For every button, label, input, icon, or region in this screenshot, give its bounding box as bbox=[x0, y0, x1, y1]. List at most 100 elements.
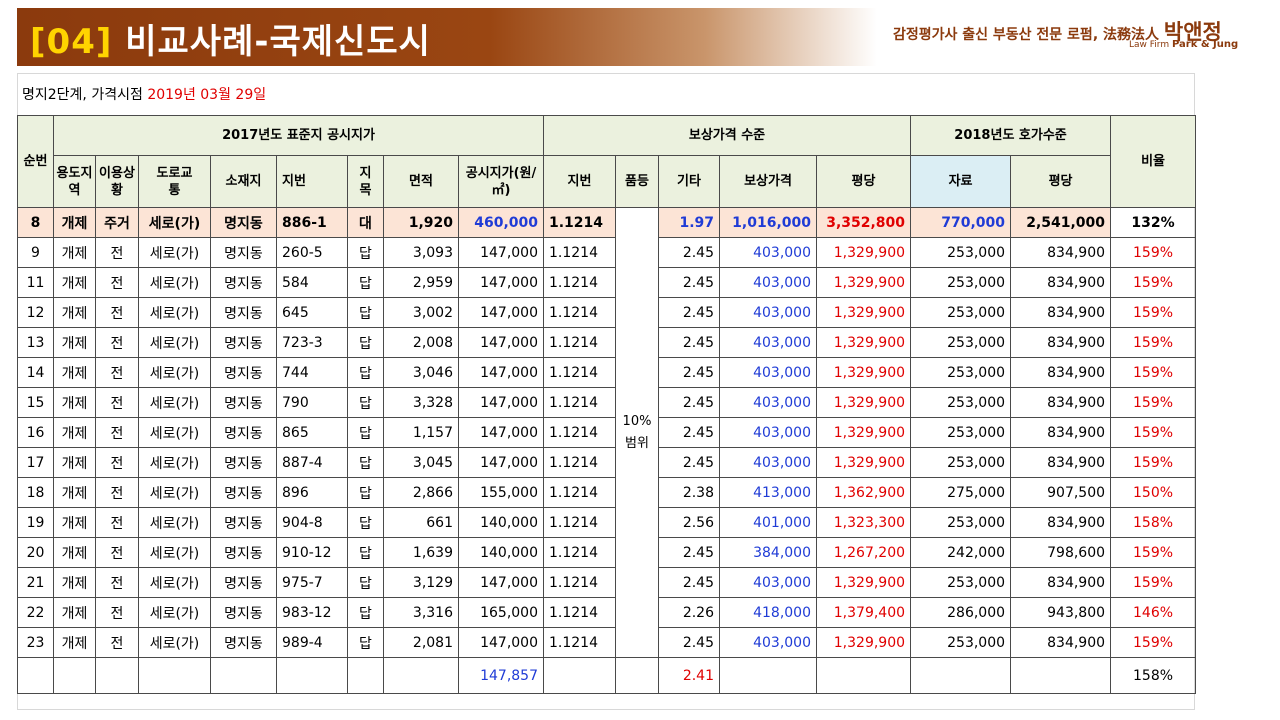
cell-ratio: 159% bbox=[1110, 447, 1197, 478]
cell-comp-price: 403,000 bbox=[719, 297, 817, 328]
header-land-category: 지목 bbox=[347, 155, 384, 208]
footer-cell bbox=[347, 657, 384, 694]
cell-area: 3,093 bbox=[383, 237, 459, 268]
cell-comp-lot: 1.1214 bbox=[543, 357, 616, 388]
cell-ask-pyeong: 834,900 bbox=[1010, 327, 1112, 358]
table-row: 23 개제 전 세로(가) 명지동 989-4 답 2,081 147,000 1.1214 2.4… bbox=[17, 627, 1197, 658]
page-title: [04] 비교사례-국제신도시 bbox=[30, 14, 431, 63]
header-seq: 순번 bbox=[17, 115, 54, 208]
cell-ask-pyeong: 943,800 bbox=[1010, 597, 1112, 628]
cell-data: 253,000 bbox=[910, 567, 1012, 598]
cell-grade-merged: 10%범위 bbox=[615, 207, 659, 658]
cell-comp-price: 403,000 bbox=[719, 327, 817, 358]
cell-area: 661 bbox=[383, 507, 459, 538]
cell-seq: 13 bbox=[17, 327, 54, 358]
header-location: 소재지 bbox=[210, 155, 277, 208]
cell-use: 전 bbox=[95, 267, 139, 298]
cell-lot: 904-8 bbox=[276, 507, 348, 538]
cell-seq: 14 bbox=[17, 357, 54, 388]
table-row: 21 개제 전 세로(가) 명지동 975-7 답 3,129 147,000 1.1214 2.4… bbox=[17, 567, 1197, 598]
cell-comp-lot: 1.1214 bbox=[543, 297, 616, 328]
cell-use: 전 bbox=[95, 237, 139, 268]
header-data: 자료 bbox=[910, 155, 1012, 208]
cell-data: 253,000 bbox=[910, 627, 1012, 658]
cell-land-category: 답 bbox=[347, 357, 384, 388]
cell-etc: 2.26 bbox=[658, 597, 720, 628]
header-comp-price: 보상가격 bbox=[719, 155, 817, 208]
cell-road: 세로(가) bbox=[138, 417, 211, 448]
cell-road: 세로(가) bbox=[138, 327, 211, 358]
cell-area: 1,639 bbox=[383, 537, 459, 568]
cell-seq: 17 bbox=[17, 447, 54, 478]
cell-ask-pyeong: 2,541,000 bbox=[1010, 207, 1112, 238]
cell-etc: 2.45 bbox=[658, 537, 720, 568]
cell-zone: 개제 bbox=[53, 387, 96, 418]
cell-comp-price: 403,000 bbox=[719, 627, 817, 658]
cell-land-category: 대 bbox=[347, 207, 384, 238]
cell-official-price: 147,000 bbox=[458, 627, 544, 658]
cell-zone: 개제 bbox=[53, 417, 96, 448]
cell-per-pyeong: 1,329,900 bbox=[815, 567, 912, 598]
header-asking-group: 2018년도 호가수준 bbox=[910, 115, 1112, 156]
cell-seq: 11 bbox=[17, 267, 54, 298]
header-ratio: 비율 bbox=[1110, 115, 1197, 208]
cell-comp-lot: 1.1214 bbox=[543, 447, 616, 478]
cell-etc: 2.38 bbox=[658, 477, 720, 508]
cell-area: 3,045 bbox=[383, 447, 459, 478]
table-row: 19 개제 전 세로(가) 명지동 904-8 답 661 140,000 1.1214 2.56 4… bbox=[17, 507, 1197, 538]
cell-ask-pyeong: 798,600 bbox=[1010, 537, 1112, 568]
cell-seq: 18 bbox=[17, 477, 54, 508]
cell-road: 세로(가) bbox=[138, 477, 211, 508]
cell-use: 전 bbox=[95, 537, 139, 568]
cell-zone: 개제 bbox=[53, 447, 96, 478]
cell-lot: 723-3 bbox=[276, 327, 348, 358]
cell-lot: 910-12 bbox=[276, 537, 348, 568]
cell-location: 명지동 bbox=[210, 237, 277, 268]
cell-location: 명지동 bbox=[210, 207, 277, 238]
cell-ask-pyeong: 834,900 bbox=[1010, 417, 1112, 448]
title-label: 비교사례-국제신도시 bbox=[125, 22, 431, 62]
cell-per-pyeong: 1,329,900 bbox=[815, 447, 912, 478]
cell-ask-pyeong: 907,500 bbox=[1010, 477, 1112, 508]
cell-road: 세로(가) bbox=[138, 357, 211, 388]
cell-comp-price: 384,000 bbox=[719, 537, 817, 568]
cell-location: 명지동 bbox=[210, 267, 277, 298]
cell-comp-price: 401,000 bbox=[719, 507, 817, 538]
cell-etc: 2.45 bbox=[658, 267, 720, 298]
firm-logo: 감정평가사 출신 부동산 전문 로펌, 法務法人 박앤정 Law Firm Pa… bbox=[893, 10, 1273, 60]
cell-area: 1,920 bbox=[383, 207, 459, 238]
cell-ratio: 158% bbox=[1110, 507, 1197, 538]
cell-per-pyeong: 3,352,800 bbox=[815, 207, 912, 238]
cell-zone: 개제 bbox=[53, 267, 96, 298]
table-row: 12 개제 전 세로(가) 명지동 645 답 3,002 147,000 1.1214 2.45 4… bbox=[17, 297, 1197, 328]
logo-subline: Law Firm Park & Jung bbox=[1129, 39, 1238, 50]
cell-location: 명지동 bbox=[210, 297, 277, 328]
title-number: [04] bbox=[30, 22, 113, 62]
footer-avg-price: 147,857 bbox=[458, 657, 544, 694]
cell-ratio: 132% bbox=[1110, 207, 1197, 238]
cell-seq: 22 bbox=[17, 597, 54, 628]
cell-per-pyeong: 1,329,900 bbox=[815, 417, 912, 448]
cell-ask-pyeong: 834,900 bbox=[1010, 267, 1112, 298]
cell-road: 세로(가) bbox=[138, 597, 211, 628]
cell-area: 3,316 bbox=[383, 597, 459, 628]
cell-road: 세로(가) bbox=[138, 387, 211, 418]
cell-official-price: 140,000 bbox=[458, 537, 544, 568]
cell-area: 2,081 bbox=[383, 627, 459, 658]
logo-firm-name: 박앤정 bbox=[1163, 20, 1222, 44]
cell-comp-price: 403,000 bbox=[719, 267, 817, 298]
cell-land-category: 답 bbox=[347, 237, 384, 268]
cell-area: 2,959 bbox=[383, 267, 459, 298]
cell-comp-price: 403,000 bbox=[719, 447, 817, 478]
cell-location: 명지동 bbox=[210, 417, 277, 448]
cell-ratio: 159% bbox=[1110, 387, 1197, 418]
header-per-pyeong: 평당 bbox=[815, 155, 912, 208]
table-row: 15 개제 전 세로(가) 명지동 790 답 3,328 147,000 1.1214 2.45 4… bbox=[17, 387, 1197, 418]
table-row: 13 개제 전 세로(가) 명지동 723-3 답 2,008 147,000 1.1214 2.4… bbox=[17, 327, 1197, 358]
header-standard-price-group: 2017년도 표준지 공시지가 bbox=[53, 115, 544, 156]
cell-zone: 개제 bbox=[53, 537, 96, 568]
cell-lot: 790 bbox=[276, 387, 348, 418]
header-grade: 품등 bbox=[615, 155, 659, 208]
cell-land-category: 답 bbox=[347, 297, 384, 328]
cell-land-category: 답 bbox=[347, 597, 384, 628]
